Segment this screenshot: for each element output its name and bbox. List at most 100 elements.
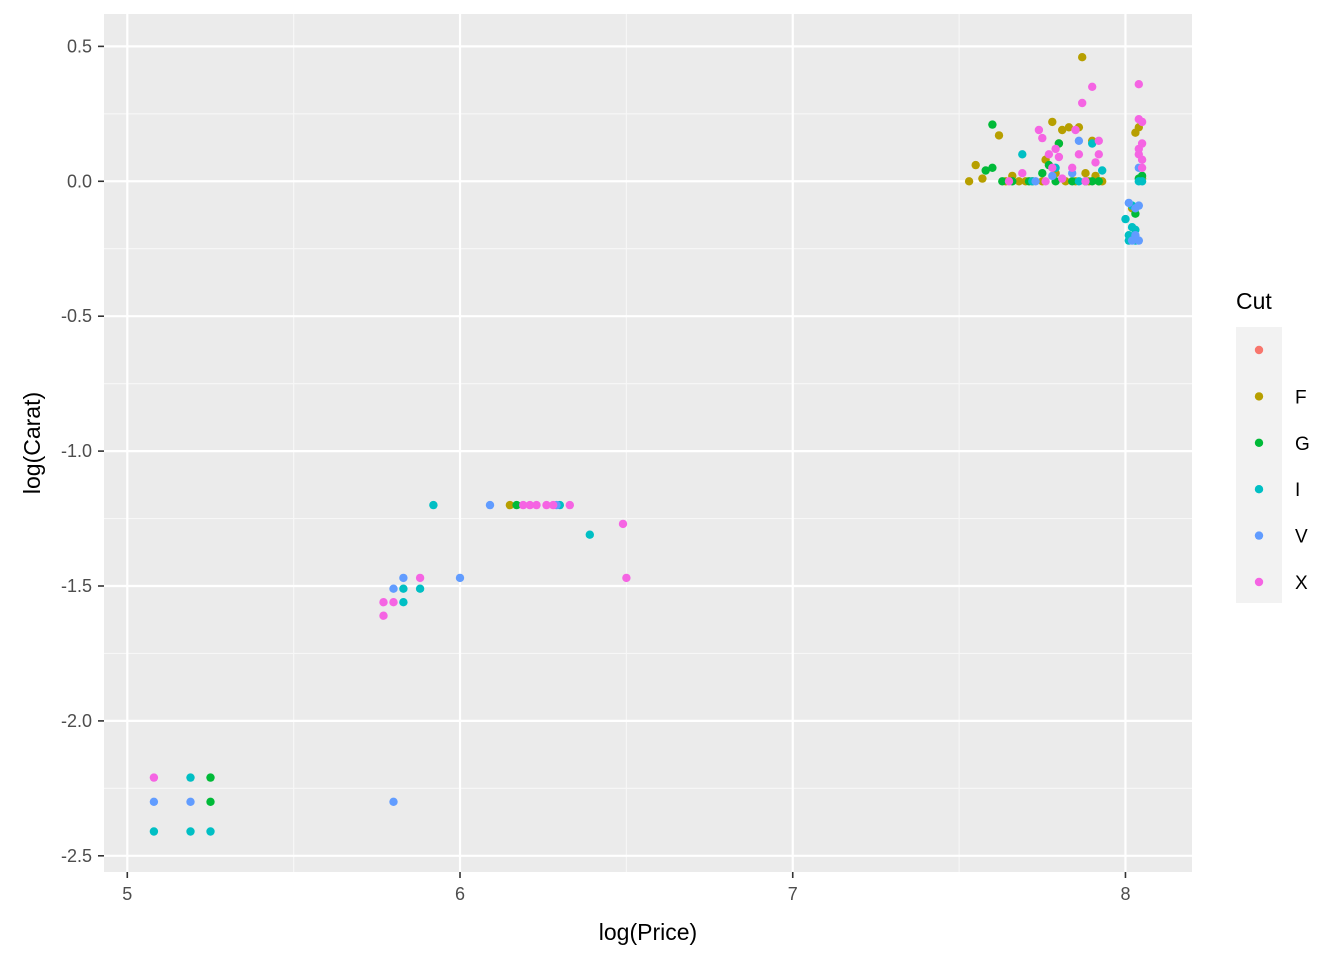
data-point <box>1078 98 1087 108</box>
x-axis: 5 6 7 8 <box>122 872 1130 904</box>
data-point <box>542 500 551 510</box>
data-point <box>389 797 398 806</box>
data-point <box>186 773 195 782</box>
data-point <box>1074 136 1084 145</box>
x-tick-label: 8 <box>1120 884 1130 904</box>
major-gridlines <box>104 14 1192 872</box>
data-point <box>994 131 1004 140</box>
data-point <box>1137 139 1147 148</box>
data-point <box>1071 125 1080 135</box>
legend-label: F <box>1295 387 1307 408</box>
data-points <box>149 53 1147 836</box>
data-point <box>585 530 594 539</box>
data-point <box>1048 171 1057 181</box>
data-point <box>1134 150 1144 159</box>
data-point <box>1088 177 1097 186</box>
data-point <box>206 773 215 782</box>
data-point <box>1034 125 1044 135</box>
data-point <box>1058 125 1067 135</box>
data-point <box>981 166 990 175</box>
x-axis-title: log(Price) <box>599 919 697 945</box>
data-point <box>186 797 195 806</box>
plot-panel <box>104 14 1192 872</box>
data-point <box>622 573 631 583</box>
data-point <box>1058 174 1067 183</box>
data-point <box>525 500 535 510</box>
legend-title: Cut <box>1236 288 1272 314</box>
y-tick-label: -2.5 <box>61 846 92 866</box>
y-tick-label: -1.0 <box>61 441 92 461</box>
y-tick-label: -0.5 <box>61 306 92 326</box>
y-axis-title: log(Carat) <box>19 392 45 494</box>
data-point <box>1081 177 1090 186</box>
data-point <box>399 598 408 607</box>
data-point <box>485 500 495 510</box>
data-point <box>505 500 515 510</box>
data-point <box>964 177 974 186</box>
data-point <box>1088 139 1097 148</box>
data-point <box>206 827 215 836</box>
data-point <box>1048 117 1057 127</box>
data-point <box>978 174 987 183</box>
legend-label: V <box>1295 527 1308 548</box>
data-point <box>415 573 425 583</box>
data-point <box>149 773 159 782</box>
legend-key <box>1254 577 1264 587</box>
data-point <box>1137 117 1147 127</box>
data-point <box>1004 177 1014 186</box>
y-axis: 0.5 0.0 -0.5 -1.0 -1.5 -2.0 -2.5 <box>61 36 104 866</box>
data-point <box>1098 166 1107 175</box>
data-point <box>455 573 465 583</box>
data-point <box>1018 169 1027 178</box>
data-point <box>1094 177 1104 186</box>
data-point <box>186 827 195 836</box>
data-point <box>149 827 159 836</box>
data-point <box>519 500 528 510</box>
data-point <box>399 584 408 593</box>
data-point <box>379 598 388 607</box>
data-point <box>1137 163 1147 172</box>
legend-key <box>1254 531 1264 540</box>
data-point <box>1134 236 1144 245</box>
minor-gridlines <box>104 14 1192 872</box>
data-point <box>998 177 1007 186</box>
data-point <box>1014 177 1024 186</box>
x-tick-label: 6 <box>455 884 465 904</box>
data-point <box>565 500 574 510</box>
legend-label: X <box>1295 573 1308 594</box>
data-point <box>1031 177 1040 186</box>
y-tick-label: -1.5 <box>61 576 92 596</box>
data-point <box>1074 150 1084 159</box>
data-point <box>1038 169 1047 178</box>
data-point <box>399 573 408 583</box>
data-point <box>1137 177 1147 186</box>
data-point <box>1018 150 1027 159</box>
data-point <box>1088 82 1097 92</box>
data-point <box>1081 169 1090 178</box>
legend-key <box>1254 345 1264 355</box>
legend-key <box>1254 392 1264 401</box>
y-tick-label: 0.5 <box>67 36 92 56</box>
data-point <box>206 797 215 806</box>
data-point <box>1124 198 1134 208</box>
x-tick-label: 7 <box>788 884 798 904</box>
y-tick-label: -2.0 <box>61 711 92 731</box>
legend-label: I <box>1295 480 1300 501</box>
data-point <box>429 500 438 510</box>
data-point <box>379 611 388 620</box>
data-point <box>1094 150 1104 159</box>
data-point <box>549 500 558 510</box>
data-point <box>1044 150 1054 159</box>
data-point <box>1078 53 1087 62</box>
data-point <box>149 797 159 806</box>
data-point <box>1134 201 1144 210</box>
y-tick-label: 0.0 <box>67 171 92 191</box>
data-point <box>1074 177 1084 186</box>
data-point <box>512 500 521 510</box>
legend: Cut F G I V X <box>1236 288 1310 603</box>
data-point <box>1068 163 1077 172</box>
data-point <box>415 584 425 593</box>
data-point <box>1038 133 1047 143</box>
data-point <box>1091 158 1100 167</box>
